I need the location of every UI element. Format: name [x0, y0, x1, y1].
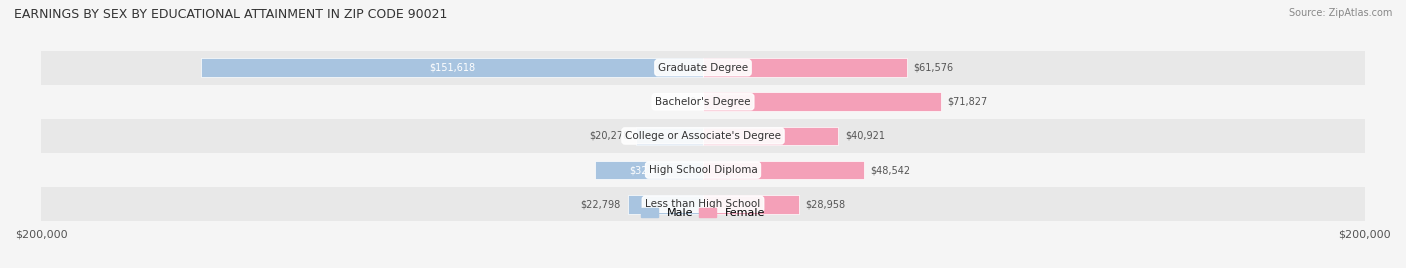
Bar — [703, 126, 838, 145]
Text: $22,798: $22,798 — [581, 199, 621, 209]
Bar — [636, 126, 703, 145]
Bar — [703, 161, 863, 180]
Text: $32,647: $32,647 — [628, 165, 669, 175]
Bar — [41, 51, 1365, 85]
Text: $48,542: $48,542 — [870, 165, 910, 175]
Text: $61,576: $61,576 — [914, 63, 953, 73]
Text: $40,921: $40,921 — [845, 131, 884, 141]
Bar — [703, 58, 907, 77]
Text: High School Diploma: High School Diploma — [648, 165, 758, 175]
Legend: Male, Female: Male, Female — [637, 204, 769, 223]
Bar — [41, 153, 1365, 187]
Text: EARNINGS BY SEX BY EDUCATIONAL ATTAINMENT IN ZIP CODE 90021: EARNINGS BY SEX BY EDUCATIONAL ATTAINMEN… — [14, 8, 447, 21]
Bar — [703, 195, 799, 214]
Text: Source: ZipAtlas.com: Source: ZipAtlas.com — [1288, 8, 1392, 18]
Text: $0: $0 — [685, 97, 696, 107]
Text: $71,827: $71,827 — [948, 97, 987, 107]
Bar — [703, 92, 941, 111]
Text: $151,618: $151,618 — [429, 63, 475, 73]
Text: College or Associate's Degree: College or Associate's Degree — [626, 131, 780, 141]
Text: Graduate Degree: Graduate Degree — [658, 63, 748, 73]
Bar — [41, 119, 1365, 153]
Bar — [201, 58, 703, 77]
Text: $20,278: $20,278 — [589, 131, 630, 141]
Text: $28,958: $28,958 — [806, 199, 845, 209]
Bar — [595, 161, 703, 180]
Bar — [41, 85, 1365, 119]
Text: Bachelor's Degree: Bachelor's Degree — [655, 97, 751, 107]
Bar — [627, 195, 703, 214]
Bar — [41, 187, 1365, 221]
Text: Less than High School: Less than High School — [645, 199, 761, 209]
